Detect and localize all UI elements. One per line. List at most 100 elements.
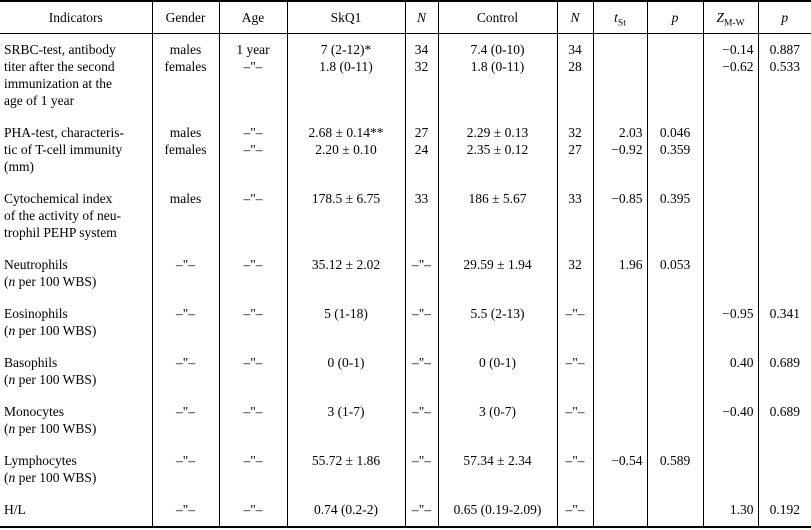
age-cell: –"–	[218, 445, 287, 494]
n2-value: 28	[568, 59, 582, 74]
table-row: Cytochemical index of the activity of ne…	[0, 183, 811, 249]
p1-cell: 0.053	[646, 249, 703, 298]
control-value: 57.34 ± 2.34	[463, 453, 532, 468]
n2-cell: 33	[556, 183, 593, 249]
table-row: Monocytes (n per 100 WBS) –"– –"– 3 (1-7) –"–…	[0, 396, 811, 445]
z-value: 0.40	[729, 355, 754, 370]
p1-cell: 0.395	[646, 183, 703, 249]
p2-value: 0.533	[769, 59, 800, 74]
z-value: −0.62	[722, 59, 754, 74]
skq1-value: 2.68 ± 0.14**	[308, 125, 384, 140]
gender-value: males	[169, 125, 202, 140]
table-row: H/L –"– –"– 0.74 (0.2-2) –"– 0.65 (0.19-2.09)…	[0, 494, 811, 527]
control-cell: 0 (0-1)	[437, 347, 557, 396]
p2-cell	[757, 117, 811, 183]
n2-cell: –"–	[556, 298, 593, 347]
column-header-n_skq1: N	[404, 1, 438, 34]
n1-cell: –"–	[404, 494, 438, 527]
gender-cell: –"–	[151, 445, 219, 494]
column-header-gender: Gender	[151, 1, 219, 34]
n2-cell: –"–	[556, 494, 593, 527]
t-cell: −0.54	[592, 445, 647, 494]
indicator-note-variable: n	[8, 274, 16, 289]
p1-cell	[646, 347, 703, 396]
gender-cell: –"–	[151, 298, 219, 347]
z-cell	[702, 117, 758, 183]
p2-cell	[757, 183, 811, 249]
age-value: –"–	[243, 125, 263, 140]
column-header-label: SkQ1	[330, 10, 362, 25]
column-header-p_z: p	[757, 1, 811, 34]
control-value: 3 (0-7)	[478, 404, 517, 419]
control-cell: 7.4 (0-10) 1.8 (0-11)	[437, 33, 557, 117]
age-cell: –"–	[218, 347, 287, 396]
indicator-cell: PHA-test, characteris- tic of T-cell imm…	[0, 117, 152, 183]
n2-cell: 32	[556, 249, 593, 298]
column-header-age: Age	[218, 1, 287, 34]
z-value: −0.14	[722, 42, 754, 57]
control-value: 0.65 (0.19-2.09)	[453, 502, 542, 517]
control-value: 5.5 (2-13)	[470, 306, 525, 321]
column-header-label: p	[671, 10, 679, 25]
p2-value: 0.689	[769, 355, 800, 370]
n1-cell: 27 24	[404, 117, 438, 183]
table-row: Neutrophils (n per 100 WBS) –"– –"– 35.12 ± …	[0, 249, 811, 298]
skq1-value: 7 (2-12)*	[320, 42, 372, 57]
t-cell: −0.85	[592, 183, 647, 249]
z-cell: −0.14 −0.62	[702, 33, 758, 117]
t-value: 2.03	[618, 125, 643, 140]
p1-value: 0.046	[659, 125, 691, 140]
indicator-note: (n per 100 WBS)	[4, 372, 97, 387]
age-value: 1 year	[236, 42, 270, 57]
control-cell: 2.29 ± 0.13 2.35 ± 0.12	[437, 117, 557, 183]
indicator-name: Lymphocytes	[4, 453, 77, 468]
skq1-cell: 2.68 ± 0.14** 2.20 ± 0.10	[286, 117, 405, 183]
t-cell	[592, 396, 647, 445]
p2-value: 0.341	[769, 306, 800, 321]
skq1-value: 2.20 ± 0.10	[315, 142, 377, 157]
z-cell	[702, 183, 758, 249]
n1-cell: –"–	[404, 445, 438, 494]
gender-value: –"–	[175, 453, 195, 468]
column-header-label: Control	[476, 10, 519, 25]
skq1-cell: 35.12 ± 2.02	[286, 249, 405, 298]
indicator-name: Monocytes	[4, 404, 64, 419]
column-header-label: t	[614, 10, 618, 25]
p2-cell	[757, 249, 811, 298]
gender-value: –"–	[175, 404, 195, 419]
gender-cell: males females	[151, 117, 219, 183]
n1-value: –"–	[411, 306, 431, 321]
gender-value: males	[169, 191, 202, 206]
table-row: Lymphocytes (n per 100 WBS) –"– –"– 55.72 ± …	[0, 445, 811, 494]
n2-value: 34	[568, 42, 582, 57]
control-cell: 0.65 (0.19-2.09)	[437, 494, 557, 527]
z-cell	[702, 249, 758, 298]
table-row: Eosinophils (n per 100 WBS) –"– –"– 5 (1-18)…	[0, 298, 811, 347]
skq1-cell: 3 (1-7)	[286, 396, 405, 445]
control-value: 2.29 ± 0.13	[466, 125, 529, 140]
skq1-cell: 0.74 (0.2-2)	[286, 494, 405, 527]
n1-value: 34	[414, 42, 429, 57]
column-header-indicators: Indicators	[0, 1, 152, 34]
p1-cell	[646, 494, 703, 527]
n1-value: –"–	[411, 404, 431, 419]
indicator-note: (n per 100 WBS)	[4, 274, 97, 289]
n2-value: –"–	[565, 502, 585, 517]
skq1-value: 3 (1-7)	[327, 404, 365, 419]
t-value: 1.96	[618, 257, 643, 272]
column-header-label: Age	[241, 10, 265, 25]
gender-cell: –"–	[151, 249, 219, 298]
control-value: 29.59 ± 1.94	[463, 257, 532, 272]
p1-value: 0.589	[659, 453, 691, 468]
control-value: 186 ± 5.67	[468, 191, 527, 206]
table-body: SRBC-test, antibody titer after the seco…	[0, 33, 811, 527]
n2-value: –"–	[565, 453, 585, 468]
z-cell	[702, 445, 758, 494]
indicator-cell: SRBC-test, antibody titer after the seco…	[0, 34, 152, 118]
n1-cell: –"–	[404, 396, 438, 445]
indicator-cell: Lymphocytes (n per 100 WBS)	[0, 445, 152, 494]
control-cell: 57.34 ± 2.34	[437, 445, 557, 494]
z-value: −0.95	[722, 306, 754, 321]
